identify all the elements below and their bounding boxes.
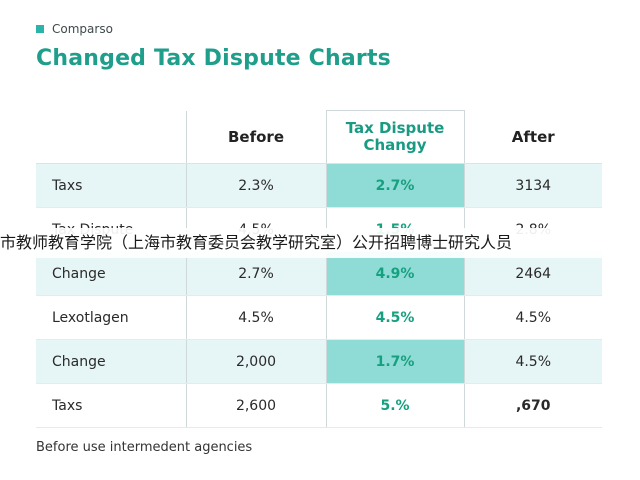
header-tax-dispute-changy: Tax Dispute Changy — [325, 110, 465, 164]
cell-tax-dispute-changy: 2.7% — [325, 163, 465, 208]
header-after: After — [464, 110, 602, 164]
cell-tax-dispute-changy: 4.9% — [325, 251, 465, 296]
chart-title: Changed Tax Dispute Charts — [36, 46, 391, 71]
cell-after: 4.5% — [464, 339, 602, 384]
data-table: Before Tax Dispute Changy After Taxs 2.3%… — [36, 110, 602, 428]
cell-before: 2,000 — [185, 339, 326, 384]
table-row: Taxs 2.3% 2.7% 3134 — [36, 163, 602, 208]
brand-label: Comparso — [52, 22, 113, 36]
cell-after: ,670 — [464, 383, 602, 428]
cell-tax-dispute-changy: 5.% — [325, 383, 465, 428]
table-row: Change 2,000 1.7% 4.5% — [36, 339, 602, 384]
cell-label: Taxs — [36, 383, 186, 428]
header-label — [36, 110, 186, 164]
square-icon — [36, 25, 44, 33]
cell-before: 2.3% — [185, 163, 326, 208]
overlay-caption: 市教师教育学院（上海市教育委员会教学研究室）公开招聘博士研究人员 — [0, 228, 640, 258]
cell-before: 2.7% — [185, 251, 326, 296]
cell-tax-dispute-changy: 4.5% — [325, 295, 465, 340]
header-before: Before — [185, 110, 326, 164]
cell-label: Lexotlagen — [36, 295, 186, 340]
cell-label: Taxs — [36, 163, 186, 208]
table-header-row: Before Tax Dispute Changy After — [36, 110, 602, 164]
cell-tax-dispute-changy: 1.7% — [325, 339, 465, 384]
header-tax-dispute-changy-text: Tax Dispute Changy — [345, 119, 445, 154]
table-row: Lexotlagen 4.5% 4.5% 4.5% — [36, 295, 602, 340]
cell-after: 2464 — [464, 251, 602, 296]
cell-before: 2,600 — [185, 383, 326, 428]
cell-after: 3134 — [464, 163, 602, 208]
table-row: Change 2.7% 4.9% 2464 — [36, 251, 602, 296]
footnote: Before use intermedent agencies — [36, 440, 253, 455]
cell-label: Change — [36, 251, 186, 296]
cell-label: Change — [36, 339, 186, 384]
cell-before: 4.5% — [185, 295, 326, 340]
cell-after: 4.5% — [464, 295, 602, 340]
table-row: Taxs 2,600 5.% ,670 — [36, 383, 602, 428]
brand: Comparso — [36, 22, 113, 36]
